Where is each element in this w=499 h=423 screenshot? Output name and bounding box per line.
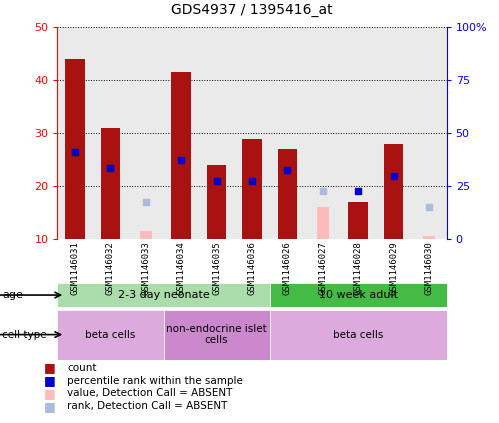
- Text: non-endocrine islet
cells: non-endocrine islet cells: [166, 324, 267, 346]
- Text: value, Detection Call = ABSENT: value, Detection Call = ABSENT: [67, 388, 233, 398]
- Bar: [277, 149, 297, 239]
- Bar: [269, 27, 305, 239]
- Bar: [269, 283, 447, 307]
- Text: GSM1146026: GSM1146026: [283, 241, 292, 295]
- Bar: [411, 27, 447, 239]
- Bar: [199, 27, 235, 239]
- Text: 2-3 day neonate: 2-3 day neonate: [118, 290, 210, 300]
- Bar: [57, 310, 164, 360]
- Text: GSM1146036: GSM1146036: [248, 241, 256, 295]
- Bar: [348, 202, 368, 239]
- Text: GSM1146027: GSM1146027: [318, 241, 327, 295]
- Text: percentile rank within the sample: percentile rank within the sample: [67, 376, 243, 386]
- Text: GDS4937 / 1395416_at: GDS4937 / 1395416_at: [171, 3, 333, 17]
- Text: age: age: [2, 290, 23, 300]
- Text: count: count: [67, 363, 97, 373]
- Bar: [57, 27, 93, 239]
- Text: GSM1146029: GSM1146029: [389, 241, 398, 295]
- Text: 10 week adult: 10 week adult: [319, 290, 398, 300]
- Bar: [423, 236, 435, 239]
- Bar: [172, 72, 191, 239]
- Bar: [376, 27, 411, 239]
- Bar: [101, 128, 120, 239]
- Bar: [305, 27, 340, 239]
- Bar: [340, 27, 376, 239]
- Bar: [164, 310, 269, 360]
- Text: rank, Detection Call = ABSENT: rank, Detection Call = ABSENT: [67, 401, 228, 411]
- Bar: [65, 59, 85, 239]
- Bar: [140, 231, 152, 239]
- Text: beta cells: beta cells: [333, 330, 383, 340]
- Bar: [269, 310, 447, 360]
- Text: ■: ■: [44, 387, 56, 400]
- Text: GSM1146032: GSM1146032: [106, 241, 115, 295]
- Bar: [128, 27, 164, 239]
- Text: cell type: cell type: [2, 330, 47, 340]
- Bar: [316, 207, 329, 239]
- Bar: [57, 283, 269, 307]
- Text: ■: ■: [44, 400, 56, 412]
- Text: GSM1146034: GSM1146034: [177, 241, 186, 295]
- Bar: [164, 27, 199, 239]
- Bar: [384, 144, 403, 239]
- Text: GSM1146033: GSM1146033: [141, 241, 150, 295]
- Text: GSM1146028: GSM1146028: [354, 241, 363, 295]
- Text: ■: ■: [44, 374, 56, 387]
- Bar: [235, 27, 269, 239]
- Text: beta cells: beta cells: [85, 330, 136, 340]
- Text: GSM1146031: GSM1146031: [70, 241, 79, 295]
- Text: GSM1146035: GSM1146035: [212, 241, 221, 295]
- Text: GSM1146030: GSM1146030: [425, 241, 434, 295]
- Text: ■: ■: [44, 362, 56, 374]
- Bar: [207, 165, 227, 239]
- Bar: [93, 27, 128, 239]
- Bar: [243, 139, 261, 239]
